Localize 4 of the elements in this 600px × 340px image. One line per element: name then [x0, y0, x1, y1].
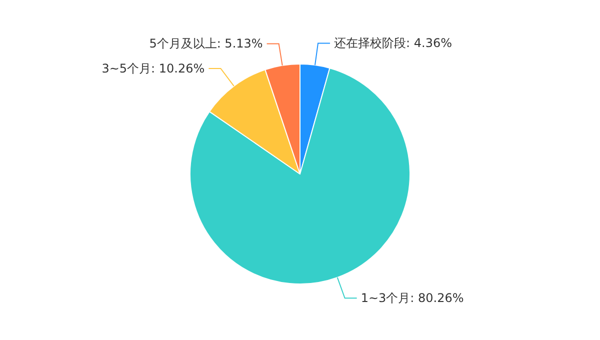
slice-label: 3~5个月: 10.26%	[102, 61, 205, 76]
slice-label: 还在择校阶段: 4.36%	[334, 36, 452, 50]
slice-label: 5个月及以上: 5.13%	[149, 36, 263, 51]
slice-label: 1~3个月: 80.26%	[360, 291, 464, 306]
